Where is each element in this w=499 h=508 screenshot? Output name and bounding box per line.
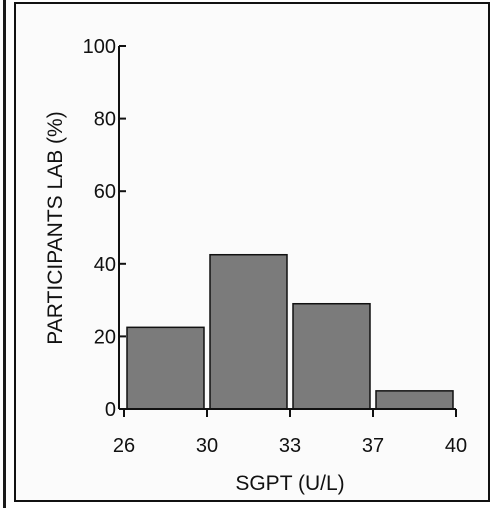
chart-frame <box>14 2 490 502</box>
y-tick-label: 40 <box>94 254 116 276</box>
bar-37-40 <box>375 390 454 410</box>
y-tick-label: 80 <box>94 109 116 131</box>
y-tick-label: 60 <box>94 181 116 203</box>
bar-26-30 <box>126 326 205 410</box>
bar-30-33 <box>209 253 288 410</box>
x-tick-label: 30 <box>196 435 218 457</box>
x-axis-label: SGPT (U/L) <box>235 472 344 495</box>
x-tick-label: 37 <box>362 435 384 457</box>
x-ticks-group: 26 30 33 37 40 <box>113 409 467 457</box>
x-tick-label: 26 <box>113 435 135 457</box>
y-ticks-group: 0 20 40 60 80 100 <box>83 36 126 421</box>
bars-group <box>126 253 454 410</box>
y-tick-label: 0 <box>105 399 116 421</box>
bar-33-37 <box>292 302 371 410</box>
left-border-mark <box>3 0 6 508</box>
x-tick-label: 33 <box>279 435 301 457</box>
y-axis-label: PARTICIPANTS LAB (%) <box>44 111 67 344</box>
y-tick-label: 100 <box>83 36 116 58</box>
x-tick-label: 40 <box>445 435 467 457</box>
y-tick-label: 20 <box>94 326 116 348</box>
